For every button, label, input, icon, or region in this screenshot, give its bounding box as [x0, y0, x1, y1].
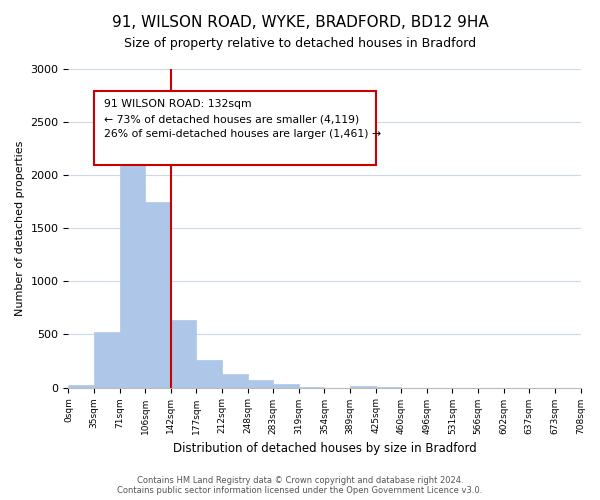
Bar [145, 202, 171, 388]
Bar [248, 380, 273, 388]
X-axis label: Distribution of detached houses by size in Bradford: Distribution of detached houses by size … [173, 442, 476, 455]
FancyBboxPatch shape [94, 92, 376, 164]
Text: Size of property relative to detached houses in Bradford: Size of property relative to detached ho… [124, 38, 476, 51]
Text: 91 WILSON ROAD: 132sqm
← 73% of detached houses are smaller (4,119)
26% of semi-: 91 WILSON ROAD: 132sqm ← 73% of detached… [104, 100, 382, 139]
Y-axis label: Number of detached properties: Number of detached properties [15, 140, 25, 316]
Bar [196, 360, 222, 388]
Text: 91, WILSON ROAD, WYKE, BRADFORD, BD12 9HA: 91, WILSON ROAD, WYKE, BRADFORD, BD12 9H… [112, 15, 488, 30]
Bar [171, 320, 196, 388]
Bar [119, 154, 145, 388]
Bar [68, 386, 94, 388]
Bar [273, 384, 299, 388]
Bar [350, 386, 376, 388]
Bar [299, 386, 325, 388]
Bar [222, 374, 248, 388]
Text: Contains HM Land Registry data © Crown copyright and database right 2024.
Contai: Contains HM Land Registry data © Crown c… [118, 476, 482, 495]
Bar [94, 332, 119, 388]
Bar [376, 387, 401, 388]
